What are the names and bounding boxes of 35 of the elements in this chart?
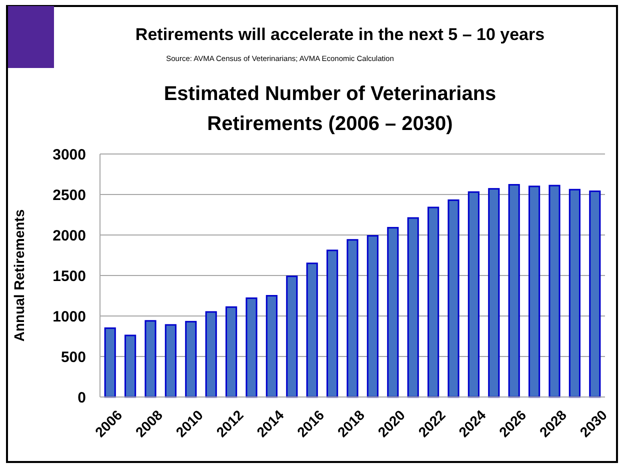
chart-title: Retirements will accelerate in the next 5 – 10 years (135, 25, 545, 44)
chart-subtitle: Estimated Number of Veterinarians Retirements (2006 – 2030) (164, 83, 496, 135)
bar (508, 184, 520, 398)
y-tick-label: 0 (78, 389, 86, 406)
bar (589, 190, 601, 398)
y-tick-label: 2000 (52, 227, 86, 244)
bar (346, 239, 358, 398)
bar (246, 297, 258, 398)
bar (366, 235, 378, 398)
bar (407, 217, 419, 398)
bar (448, 199, 460, 398)
bar (548, 184, 560, 398)
bar (104, 327, 116, 398)
bar (488, 188, 500, 398)
y-axis-title: Annual Retirements (11, 209, 27, 342)
y-tick-label: 1000 (52, 308, 86, 326)
y-tick-label: 1500 (52, 268, 86, 285)
bar (266, 295, 278, 398)
bar (124, 334, 136, 398)
bar (286, 276, 298, 398)
bar (387, 226, 399, 398)
bar (205, 311, 217, 398)
bar (306, 262, 318, 398)
bar (568, 188, 580, 398)
bar (428, 206, 440, 398)
bar (528, 186, 540, 398)
bar (144, 320, 156, 398)
y-tick-label: 3000 (52, 146, 86, 164)
y-tick-label: 500 (60, 348, 86, 366)
bar (164, 324, 176, 398)
bar (226, 306, 238, 398)
bar (185, 320, 197, 398)
y-tick-label: 2500 (52, 186, 86, 204)
bar (326, 250, 338, 398)
bar (468, 191, 480, 398)
